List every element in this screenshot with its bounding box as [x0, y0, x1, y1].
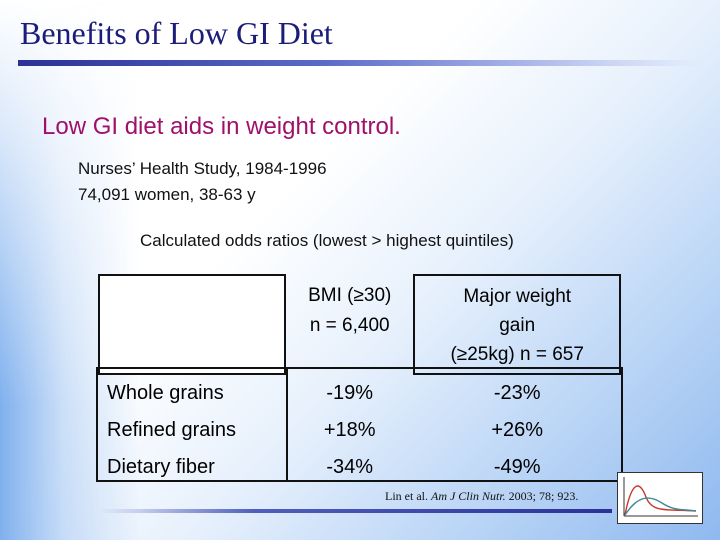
column-header-bmi-line1: BMI (≥30) — [308, 285, 392, 306]
column-header-bmi-line2: n = 6,400 — [309, 315, 390, 336]
odds-ratio-table: BMI (≥30) n = 6,400 Major weight gain (≥… — [98, 274, 621, 486]
column-header-weight-gain: Major weight gain (≥25kg) n = 657 — [413, 274, 621, 375]
citation: Lin et al. Am J Clin Nutr. 2003; 78; 923… — [385, 489, 578, 504]
bmi-value: -34% — [326, 456, 374, 478]
odds-caption: Calculated odds ratios (lowest > highest… — [140, 231, 514, 250]
study-info: Nurses’ Health Study, 1984-1996 74,091 w… — [78, 156, 327, 208]
table-header-row: BMI (≥30) n = 6,400 Major weight gain (≥… — [98, 274, 621, 375]
citation-authors: Lin et al. — [385, 489, 431, 503]
citation-journal: Am J Clin Nutr. — [430, 489, 506, 503]
column-header-weight-gain-line2: gain — [499, 315, 536, 336]
footer-rule — [100, 509, 612, 513]
row-label: Refined grains — [107, 419, 236, 441]
table-row: Whole grains -19% -23% — [99, 374, 620, 412]
bullet-point: Low GI diet aids in weight control. — [42, 113, 401, 140]
table-row: Dietary fiber -34% -49% — [99, 449, 620, 486]
title-underline — [18, 60, 700, 66]
row-label: Whole grains — [107, 382, 224, 404]
gi-curve-logo — [617, 472, 703, 524]
slide-title: Benefits of Low GI Diet — [20, 15, 333, 51]
column-header-bmi: BMI (≥30) n = 6,400 — [285, 275, 414, 374]
weight-gain-value: -49% — [493, 456, 541, 478]
bmi-value: -19% — [326, 381, 374, 404]
table-corner-cell — [98, 274, 286, 375]
background-gradient-left — [0, 0, 140, 540]
weight-gain-value: -23% — [493, 382, 541, 404]
bmi-value: +18% — [323, 419, 376, 441]
column-header-weight-gain-line1: Major weight — [463, 286, 572, 307]
study-population: 74,091 women, 38-63 y — [78, 185, 256, 204]
weight-gain-value: +26% — [491, 419, 544, 441]
column-header-weight-gain-line3: (≥25kg) n = 657 — [450, 344, 584, 365]
gi-curve-icon — [623, 477, 698, 517]
citation-details: 2003; 78; 923. — [505, 489, 579, 503]
study-name: Nurses’ Health Study, 1984-1996 — [78, 159, 327, 178]
row-label: Dietary fiber — [107, 456, 215, 478]
table-row: Refined grains +18% +26% — [99, 412, 620, 449]
